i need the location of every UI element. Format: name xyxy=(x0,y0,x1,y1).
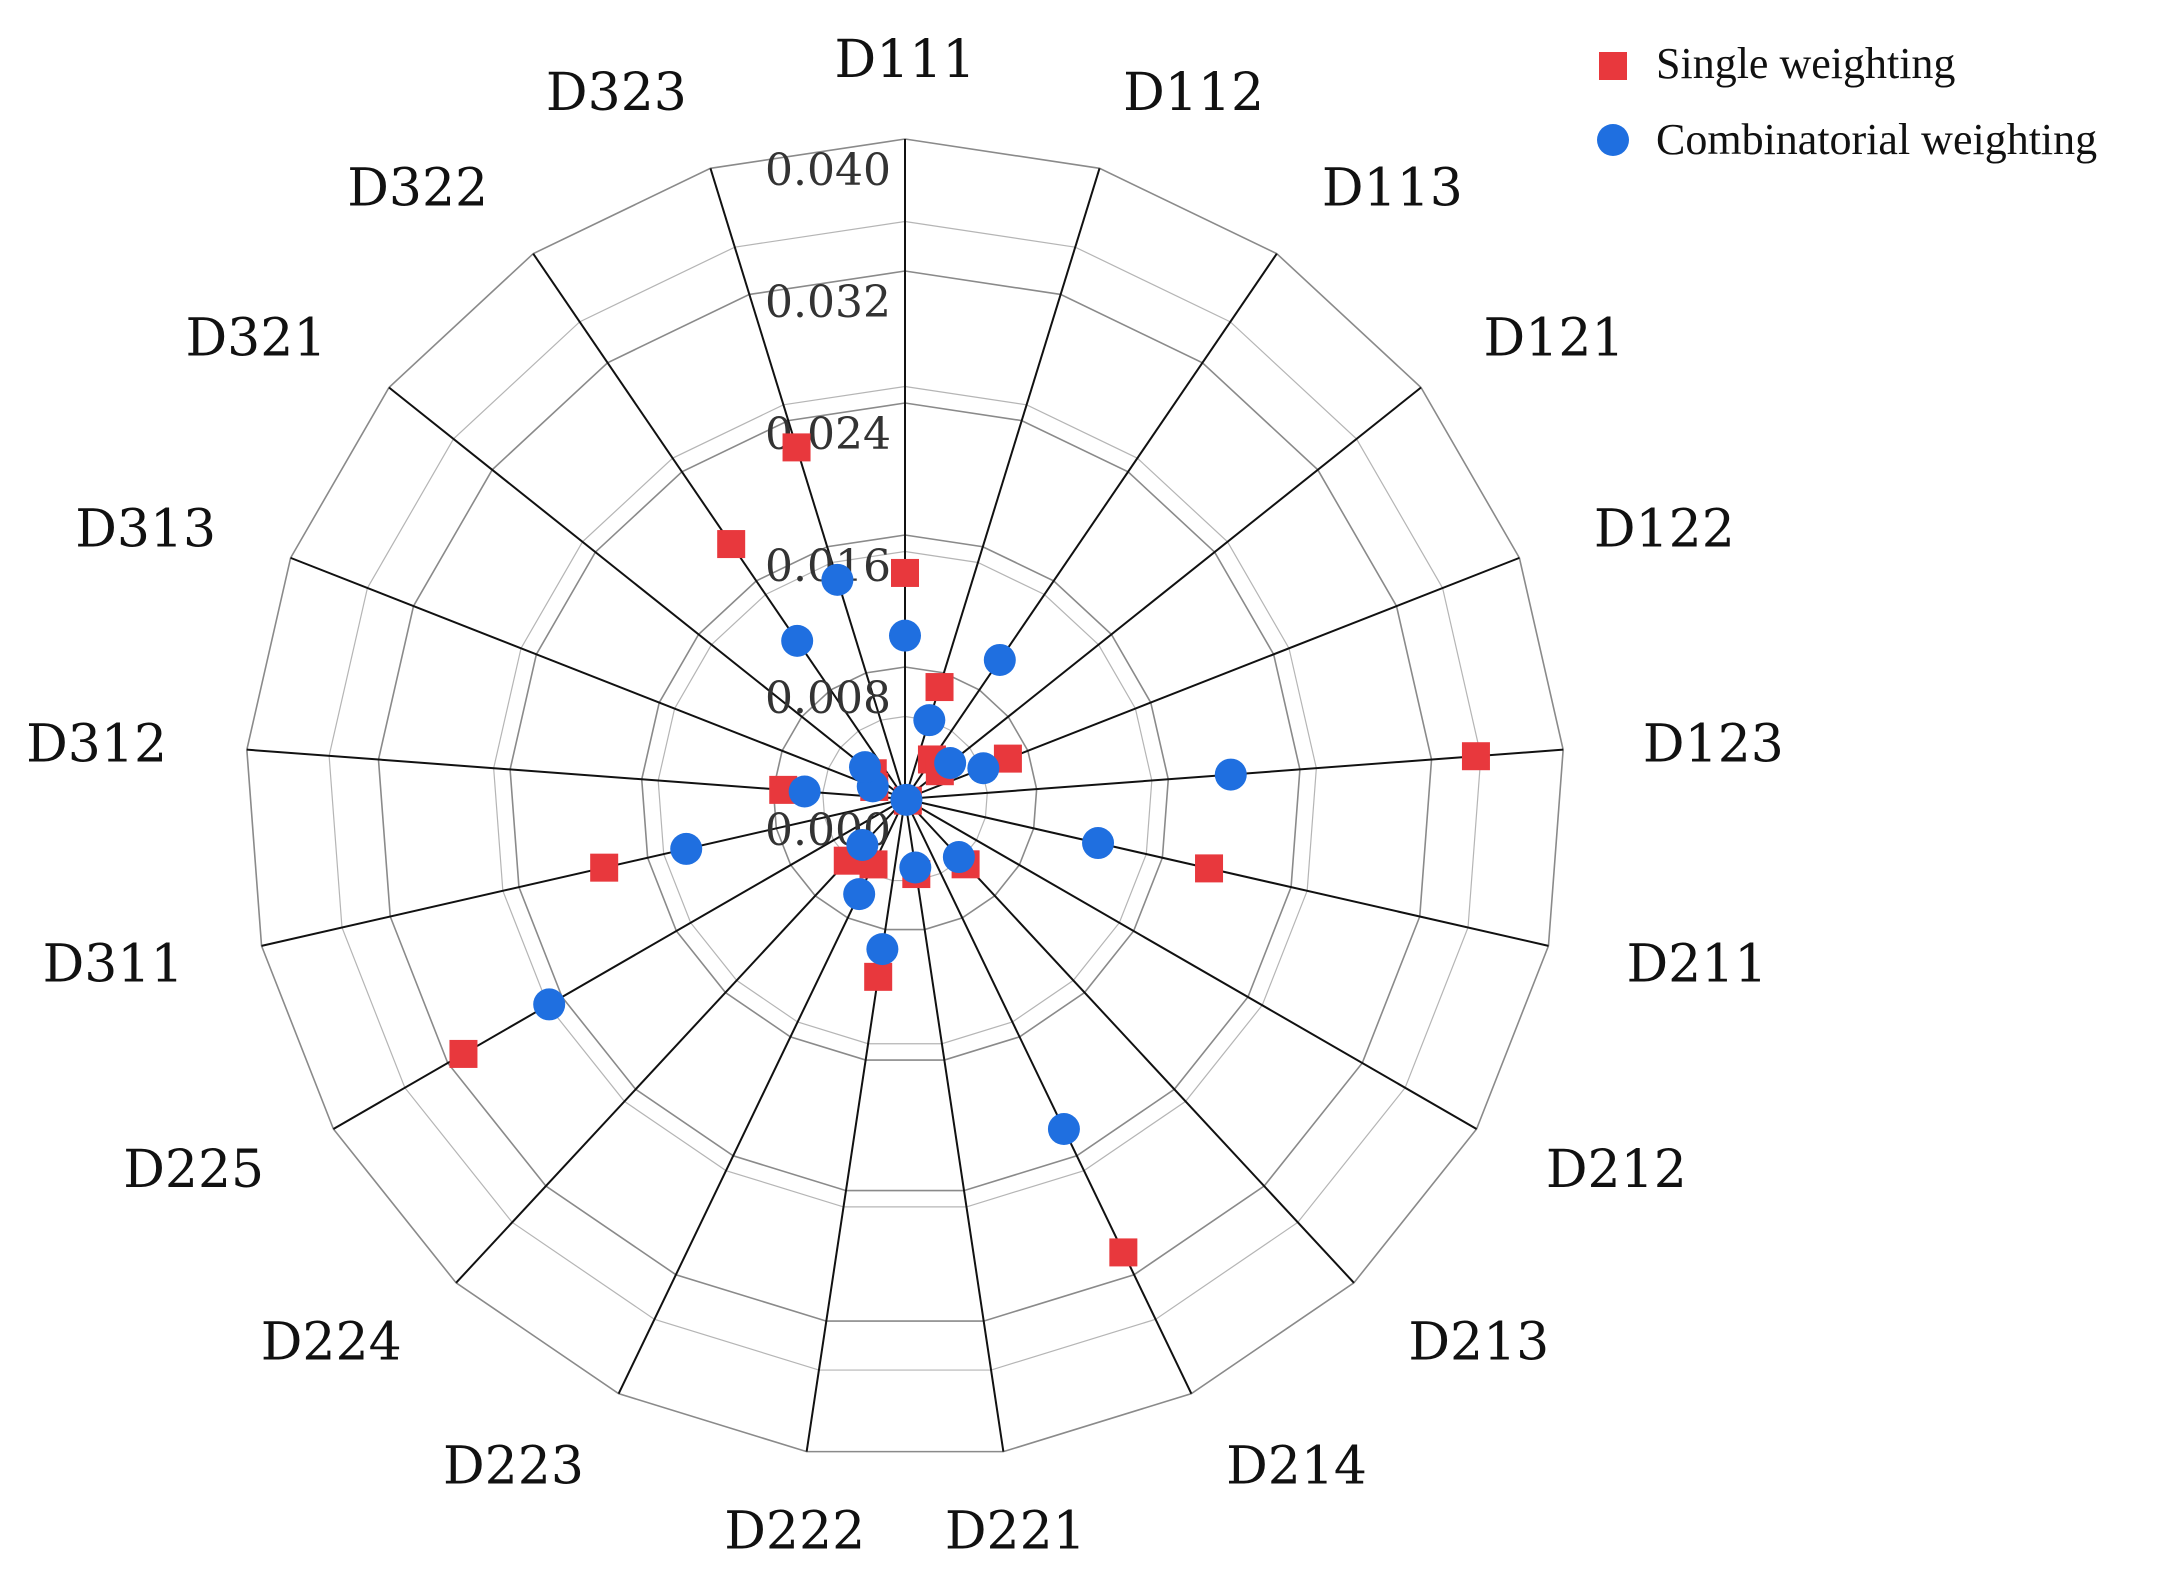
spoke-d313 xyxy=(290,556,906,800)
single-weighting-point-d323 xyxy=(782,433,811,462)
axis-label-d311: D311 xyxy=(43,935,184,995)
grid-minor-ring-3 xyxy=(328,220,1482,1371)
combinatorial-weighting-point-d212 xyxy=(890,783,923,816)
combinatorial-weighting-point-d112 xyxy=(913,704,946,737)
data-markers xyxy=(449,433,1490,1267)
grid-ring-5 xyxy=(246,138,1564,1453)
axis-label-d113: D113 xyxy=(1322,159,1463,219)
spoke-d212 xyxy=(904,798,1478,1130)
spoke-d311 xyxy=(261,798,906,947)
axis-label-d225: D225 xyxy=(123,1140,264,1200)
grid-minor-ring-2 xyxy=(493,385,1317,1208)
grid-ring-3 xyxy=(509,402,1301,1192)
single-weighting-point-d311 xyxy=(590,853,619,882)
grid-minor-ring-1 xyxy=(657,550,1153,1045)
spoke-d214 xyxy=(904,798,1193,1395)
axis-label-d214: D214 xyxy=(1226,1437,1367,1497)
spoke-d113 xyxy=(904,253,1278,800)
combinatorial-weighting-point-d113 xyxy=(983,643,1016,676)
grid-ring-2 xyxy=(640,534,1170,1061)
grid-ring-1 xyxy=(772,666,1038,931)
axis-label-d223: D223 xyxy=(443,1437,584,1497)
single-weighting-point-d222 xyxy=(864,962,893,991)
combinatorial-weighting-point-d213 xyxy=(942,841,975,874)
single-weighting-point-d214 xyxy=(1109,1238,1138,1267)
combinatorial-weighting-point-d111 xyxy=(889,619,921,652)
axis-label-d122: D122 xyxy=(1594,500,1735,560)
combinatorial-weighting-point-d221 xyxy=(899,851,932,884)
axis-label-d211: D211 xyxy=(1626,935,1767,995)
combinatorial-weighting-point-d322 xyxy=(781,624,814,657)
combinatorial-weighting-point-d121 xyxy=(934,746,967,779)
axis-label-d213: D213 xyxy=(1408,1312,1549,1372)
axis-label-d123: D123 xyxy=(1643,715,1784,775)
legend-label-single: Single weighting xyxy=(1656,39,1955,88)
combinatorial-weighting-point-d122 xyxy=(967,752,1000,785)
combinatorial-weighting-point-d323 xyxy=(821,563,854,596)
axis-labels: D111 D112 D113 D121 D122 D123 D211 D212 D213 D214… xyxy=(26,30,1784,1562)
spoke-d121 xyxy=(904,386,1422,800)
axis-label-d111: D111 xyxy=(835,30,976,90)
single-weighting-point-d211 xyxy=(1195,854,1224,883)
legend: Single weighting Combinatorial weighting xyxy=(1597,39,2097,164)
axis-label-d221: D221 xyxy=(945,1502,1086,1562)
axis-label-d313: D313 xyxy=(75,500,216,560)
combinatorial-weighting-point-d224 xyxy=(846,828,879,861)
spoke-d213 xyxy=(904,798,1355,1284)
axis-label-d224: D224 xyxy=(261,1312,402,1372)
spoke-d222 xyxy=(805,798,906,1452)
combinatorial-weighting-point-d321 xyxy=(849,751,882,784)
tick-label-1: 0.008 xyxy=(765,673,891,724)
axis-label-d322: D322 xyxy=(347,159,488,219)
single-weighting-point-d111 xyxy=(891,558,919,587)
spoke-d322 xyxy=(532,253,906,800)
legend-marker-combinatorial xyxy=(1597,124,1629,156)
combinatorial-weighting-point-d222 xyxy=(866,933,899,966)
legend-marker-single xyxy=(1599,52,1627,80)
spoke-d323 xyxy=(709,168,906,800)
single-weighting-point-d322 xyxy=(717,530,746,559)
axis-label-d222: D222 xyxy=(724,1502,865,1562)
tick-label-4: 0.032 xyxy=(765,277,891,328)
combinatorial-weighting-point-d211 xyxy=(1082,827,1115,860)
grid-ring-4 xyxy=(377,270,1433,1322)
single-weighting-point-d225 xyxy=(449,1039,478,1068)
single-weighting-point-d123 xyxy=(1461,742,1490,771)
axis-label-d321: D321 xyxy=(185,309,326,369)
axis-label-d112: D112 xyxy=(1123,63,1264,123)
combinatorial-weighting-point-d312 xyxy=(788,775,821,808)
combinatorial-weighting-point-d214 xyxy=(1047,1113,1080,1146)
combinatorial-weighting-point-d311 xyxy=(670,832,703,865)
spoke-d112 xyxy=(904,168,1101,800)
combinatorial-weighting-point-d123 xyxy=(1214,758,1247,791)
axis-label-d212: D212 xyxy=(1546,1140,1687,1200)
spoke-d211 xyxy=(904,798,1549,947)
spoke-d224 xyxy=(455,798,906,1284)
tick-label-5: 0.040 xyxy=(765,145,891,196)
spoke-d225 xyxy=(332,798,906,1130)
legend-label-combinatorial: Combinatorial weighting xyxy=(1656,115,2097,164)
combinatorial-weighting-point-d225 xyxy=(533,988,566,1021)
axis-label-d312: D312 xyxy=(26,715,167,775)
spoke-d221 xyxy=(904,798,1005,1452)
radar-spokes xyxy=(246,139,1564,1452)
single-weighting-point-d112 xyxy=(925,673,954,702)
axis-label-d323: D323 xyxy=(546,63,687,123)
combinatorial-weighting-point-d223 xyxy=(843,878,876,911)
axis-label-d121: D121 xyxy=(1484,309,1625,369)
spoke-d321 xyxy=(388,386,906,800)
